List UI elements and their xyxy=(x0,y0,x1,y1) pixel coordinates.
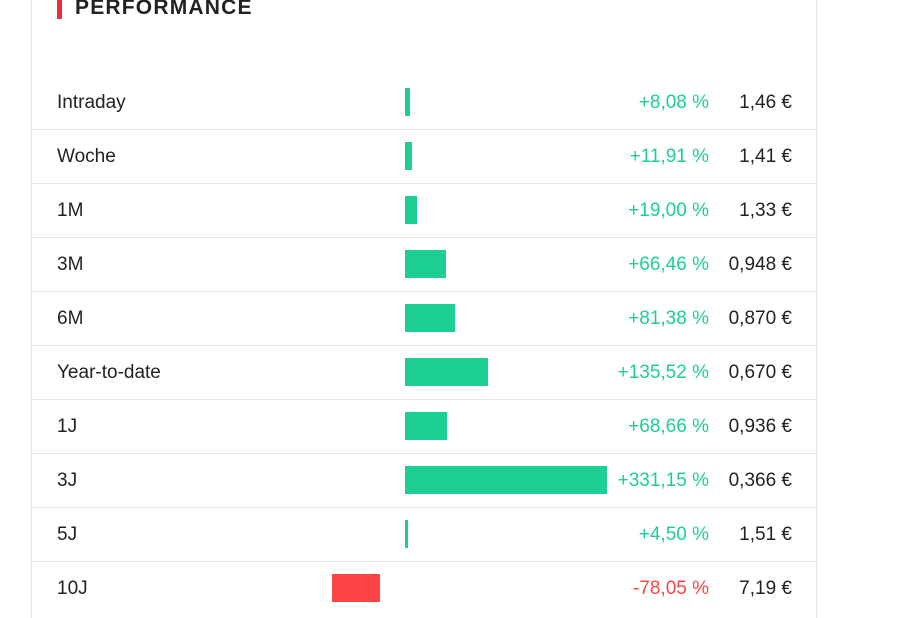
reference-price: 0,936 € xyxy=(728,416,792,437)
change-percent: +331,15 % xyxy=(617,470,709,491)
change-percent: -78,05 % xyxy=(632,578,709,599)
change-percent: +81,38 % xyxy=(628,308,709,329)
reference-price: 0,366 € xyxy=(728,470,792,491)
performance-row: Woche +11,91 % 1,41 € xyxy=(32,130,817,184)
period-label: Woche xyxy=(57,146,116,167)
performance-row: 1J +68,66 % 0,936 € xyxy=(32,400,817,454)
performance-row: 3M +66,46 % 0,948 € xyxy=(32,238,817,292)
performance-bar xyxy=(405,142,413,170)
period-label: 6M xyxy=(57,308,84,329)
period-label: Year-to-date xyxy=(57,362,161,383)
performance-bar xyxy=(405,412,447,440)
period-label: 1M xyxy=(57,200,84,221)
performance-row: 5J +4,50 % 1,51 € xyxy=(32,508,817,562)
reference-price: 0,670 € xyxy=(728,362,792,383)
reference-price: 1,51 € xyxy=(739,524,792,545)
performance-list: Intraday +8,08 % 1,46 € Woche +11,91 % 1,41 €… xyxy=(32,76,817,615)
period-label: 5J xyxy=(57,524,78,545)
reference-price: 7,19 € xyxy=(739,578,792,599)
change-percent: +4,50 % xyxy=(638,524,709,545)
performance-bar xyxy=(405,88,410,116)
performance-bar xyxy=(332,574,380,602)
reference-price: 1,41 € xyxy=(739,146,792,167)
period-label: Intraday xyxy=(57,92,126,113)
performance-row: Intraday +8,08 % 1,46 € xyxy=(32,76,817,130)
performance-row: 6M +81,38 % 0,870 € xyxy=(32,292,817,346)
reference-price: 0,948 € xyxy=(728,254,792,275)
section-accent-bar xyxy=(57,0,62,19)
section-title: PERFORMANCE xyxy=(75,0,253,19)
performance-row: 3J +331,15 % 0,366 € xyxy=(32,454,817,508)
change-percent: +135,52 % xyxy=(617,362,709,383)
performance-row: Year-to-date +135,52 % 0,670 € xyxy=(32,346,817,400)
reference-price: 1,33 € xyxy=(739,200,792,221)
reference-price: 0,870 € xyxy=(728,308,792,329)
performance-bar xyxy=(405,196,417,224)
performance-bar xyxy=(405,466,607,494)
performance-bar xyxy=(405,358,488,386)
change-percent: +68,66 % xyxy=(628,416,709,437)
performance-bar xyxy=(405,304,455,332)
period-label: 1J xyxy=(57,416,78,437)
period-label: 3J xyxy=(57,470,78,491)
change-percent: +19,00 % xyxy=(628,200,709,221)
period-label: 10J xyxy=(57,578,88,599)
performance-bar xyxy=(405,250,446,278)
change-percent: +11,91 % xyxy=(629,146,709,167)
reference-price: 1,46 € xyxy=(739,92,792,113)
performance-bar xyxy=(405,520,408,548)
performance-row: 1M +19,00 % 1,33 € xyxy=(32,184,817,238)
performance-row: 10J -78,05 % 7,19 € xyxy=(32,562,817,615)
change-percent: +8,08 % xyxy=(638,92,709,113)
period-label: 3M xyxy=(57,254,84,275)
change-percent: +66,46 % xyxy=(628,254,709,275)
